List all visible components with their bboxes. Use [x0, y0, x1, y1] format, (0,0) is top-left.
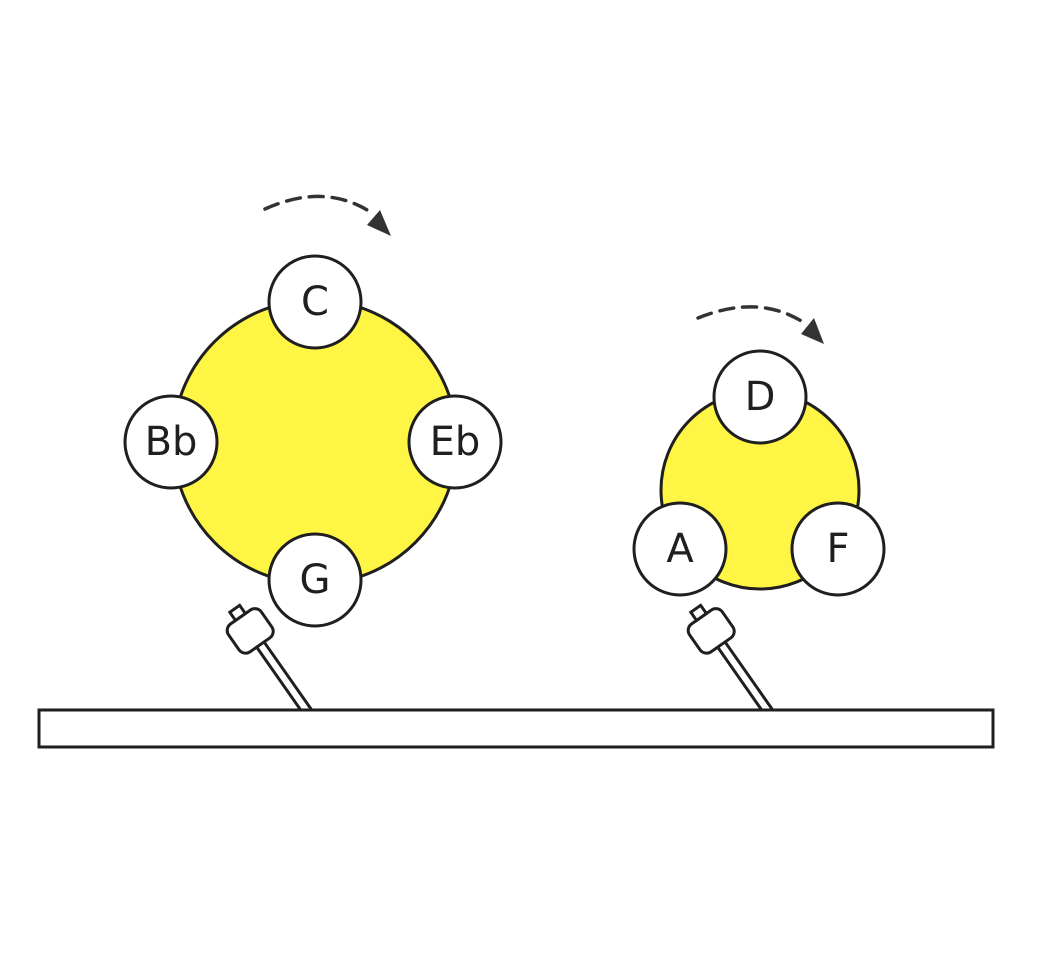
note-label: C: [301, 279, 329, 325]
rotation-arrow-icon: [263, 194, 391, 236]
note-bb: Bb: [123, 394, 219, 490]
wheel-1: C Eb G Bb: [123, 194, 503, 628]
note-f: F: [790, 501, 886, 597]
note-label: Bb: [145, 419, 198, 465]
wheel-2: D F A: [632, 305, 886, 597]
note-d: D: [712, 349, 808, 445]
mallet-icon: [225, 603, 313, 716]
note-label: Eb: [430, 419, 481, 465]
rotation-arrow-icon: [696, 305, 824, 344]
note-label: A: [666, 526, 694, 572]
mallet-icon: [686, 603, 774, 716]
note-eb: Eb: [407, 394, 503, 490]
note-label: F: [826, 526, 849, 572]
note-label: G: [300, 557, 331, 603]
note-c: C: [267, 254, 363, 350]
note-a: A: [632, 501, 728, 597]
base-board: [37, 708, 995, 749]
note-label: D: [745, 374, 776, 420]
note-g: G: [267, 532, 363, 628]
